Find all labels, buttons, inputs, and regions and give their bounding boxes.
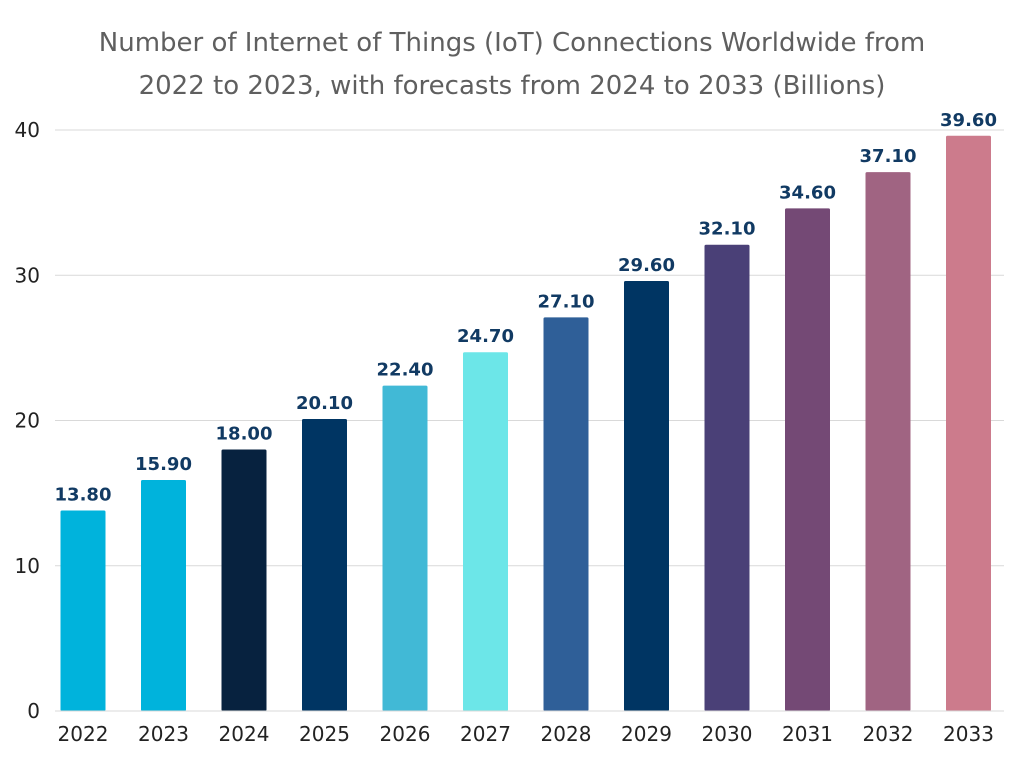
- bar-2027: [463, 352, 508, 711]
- x-tick-label-2032: 2032: [863, 722, 914, 746]
- y-tick-label: 20: [15, 409, 40, 433]
- bar-2024: [221, 449, 267, 711]
- x-tick-label-2025: 2025: [299, 722, 350, 746]
- bar-2025: [302, 419, 347, 711]
- bar-2031: [785, 208, 830, 711]
- bar-2022: [60, 510, 106, 711]
- bars: [60, 135, 991, 711]
- value-label-2023: 15.90: [135, 454, 192, 475]
- x-tick-label-2028: 2028: [541, 722, 592, 746]
- y-tick-label: 40: [15, 118, 40, 142]
- y-axis: 0 10 20 30 40: [15, 118, 40, 723]
- chart-title-line-1: Number of Internet of Things (IoT) Conne…: [98, 28, 926, 58]
- value-label-2031: 34.60: [779, 182, 836, 203]
- value-label-2030: 32.10: [699, 219, 756, 240]
- y-tick-label: 10: [15, 554, 40, 578]
- value-label-2027: 24.70: [457, 326, 514, 347]
- bar-2030: [704, 244, 750, 711]
- y-tick-label: 30: [15, 263, 40, 287]
- y-tick-label: 0: [27, 699, 40, 723]
- value-label-2025: 20.10: [296, 393, 353, 414]
- bar-2033: [946, 135, 991, 711]
- value-label-2024: 18.00: [216, 424, 273, 445]
- x-tick-label-2027: 2027: [460, 722, 511, 746]
- gridlines: [55, 129, 1004, 567]
- x-tick-label-2024: 2024: [219, 722, 270, 746]
- value-label-2029: 29.60: [618, 255, 675, 276]
- bar-2026: [382, 385, 428, 711]
- value-label-2032: 37.10: [860, 146, 917, 167]
- value-label-2033: 39.60: [940, 110, 997, 131]
- chart-title: Number of Internet of Things (IoT) Conne…: [0, 22, 1024, 108]
- x-tick-label-2026: 2026: [380, 722, 431, 746]
- x-tick-label-2023: 2023: [138, 722, 189, 746]
- value-label-2026: 22.40: [377, 360, 434, 381]
- x-tick-label-2029: 2029: [621, 722, 672, 746]
- value-label-2028: 27.10: [538, 291, 595, 312]
- bar-2028: [543, 317, 589, 711]
- chart-title-line-2: 2022 to 2023, with forecasts from 2024 t…: [138, 71, 886, 101]
- x-axis: 2022 2023 2024 2025 2026 2027 2028 2029 2030 2031…: [55, 710, 1004, 746]
- x-tick-label-2022: 2022: [58, 722, 109, 746]
- value-labels: 13.80 15.90 18.00 20.10 22.40 24.70 27.10 29.60…: [55, 110, 997, 506]
- x-tick-label-2033: 2033: [943, 722, 994, 746]
- bar-2023: [141, 480, 186, 711]
- x-tick-label-2030: 2030: [702, 722, 753, 746]
- value-label-2022: 13.80: [55, 485, 112, 506]
- bar-2029: [624, 281, 669, 711]
- bar-2032: [865, 172, 911, 711]
- x-tick-label-2031: 2031: [782, 722, 833, 746]
